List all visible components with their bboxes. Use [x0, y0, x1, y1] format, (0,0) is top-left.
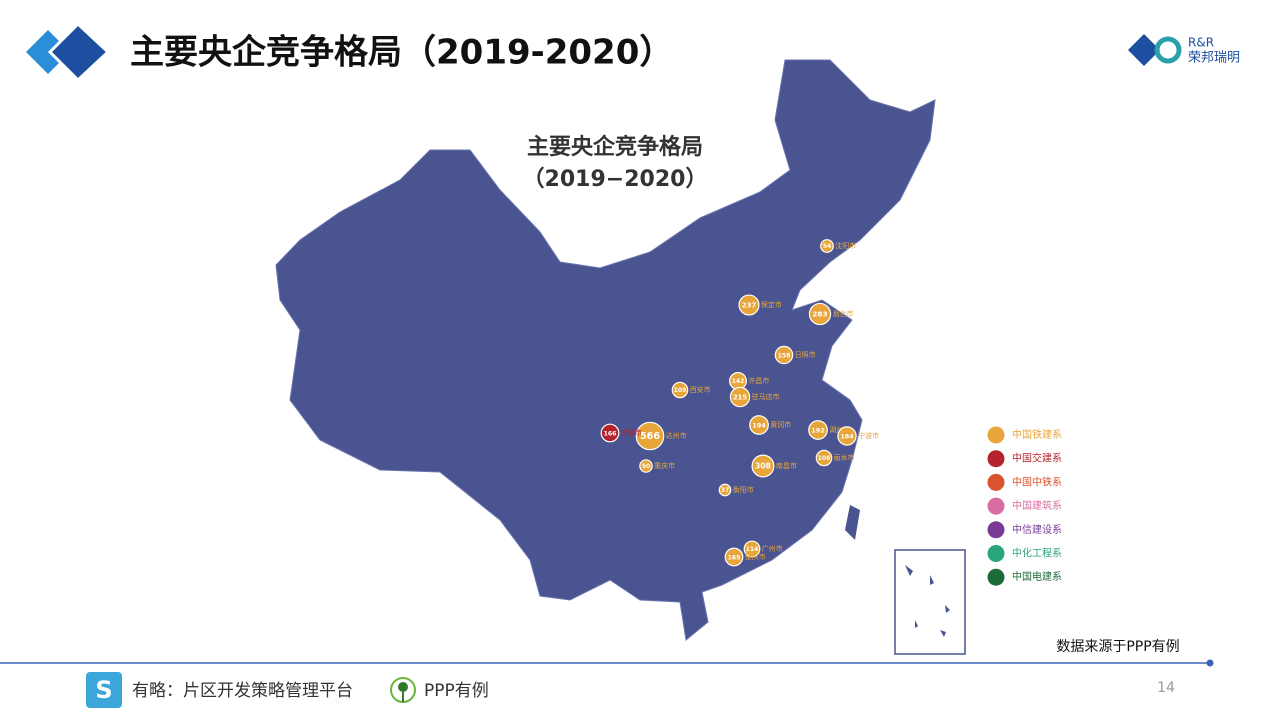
marker-label: 湖州市 — [829, 425, 850, 434]
legend-swatch — [987, 473, 1005, 491]
legend-swatch — [987, 521, 1005, 539]
marker-label: 日照市 — [795, 350, 816, 359]
marker-value: 114 — [746, 546, 759, 553]
marker-label: 烟台市 — [833, 309, 854, 318]
marker — [837, 426, 857, 446]
marker-label: 西安市 — [690, 385, 711, 394]
marker — [751, 454, 775, 478]
legend-label: 中信建设系 — [1012, 523, 1062, 536]
logo-icon — [1128, 34, 1182, 66]
map-taiwan — [845, 505, 860, 540]
marker — [738, 294, 760, 316]
marker-label: 保定市 — [761, 300, 782, 309]
brand-icon — [390, 677, 416, 703]
slide-title: 主要央企竞争格局（2019-2020） — [130, 33, 673, 73]
marker — [635, 421, 665, 451]
legend-label: 中国电建系 — [1012, 570, 1062, 583]
logo-name: 荣邦瑞明 — [1188, 51, 1240, 66]
marker — [729, 386, 751, 408]
logo-mark: R&R — [1188, 36, 1214, 50]
marker-label: 达州市 — [666, 431, 687, 440]
platform-icon — [86, 672, 122, 708]
legend-swatch — [987, 545, 1005, 562]
map-subtitle: （2019−2020） — [523, 167, 708, 192]
legend-label: 中国建筑系 — [1012, 499, 1062, 512]
legend-swatch — [987, 450, 1005, 468]
marker-label: 许昌市 — [748, 376, 769, 385]
marker — [808, 302, 832, 326]
map-china — [275, 59, 936, 641]
marker-label: 丽水市 — [834, 453, 855, 462]
marker-value: 166 — [604, 431, 617, 438]
marker — [671, 381, 689, 399]
marker-label: 黄冈市 — [770, 420, 791, 429]
marker-value: 283 — [812, 310, 827, 319]
legend-label: 中国交建系 — [1012, 452, 1062, 465]
header-icon — [26, 21, 111, 83]
map-inset-islands — [905, 565, 950, 637]
marker — [718, 483, 732, 497]
marker — [808, 420, 828, 440]
marker — [639, 459, 653, 473]
marker — [600, 423, 620, 443]
footer-brand: PPP有例 — [424, 681, 489, 701]
page-number: 14 — [1157, 680, 1175, 696]
marker-label: 成都市 — [621, 428, 642, 437]
marker-value: 192 — [811, 427, 824, 435]
marker-label: 肇庆市 — [745, 552, 766, 561]
source-note: 数据来源于PPP有例 — [1056, 639, 1179, 655]
footer-platform: 有略：片区开发策略管理平台 — [132, 681, 353, 701]
marker — [774, 345, 794, 365]
marker-value: 108 — [818, 455, 831, 462]
marker-value: 237 — [742, 302, 757, 310]
marker — [743, 540, 761, 558]
marker-value: 215 — [733, 394, 747, 402]
marker-label: 广州市 — [762, 544, 783, 553]
marker-value: 165 — [728, 555, 741, 562]
legend-label: 中化工程系 — [1012, 547, 1062, 560]
marker — [724, 547, 744, 567]
marker — [815, 449, 833, 467]
marker-value: 158 — [778, 353, 791, 360]
marker-label: 衡阳市 — [733, 485, 754, 494]
marker-value: 50 — [642, 463, 650, 470]
marker-value: 109 — [674, 387, 687, 394]
map-markers: 54 沈阳市 237 保定市 283 烟台市 158 日照市 142 许昌市 215 驻马店市 109 西… — [600, 239, 879, 567]
footer-rule-dot — [1206, 659, 1214, 667]
legend-swatch — [987, 568, 1005, 586]
legend-swatch — [987, 426, 1005, 444]
map-title: 主要央企竞争格局 — [527, 134, 703, 160]
marker-value: 194 — [752, 422, 766, 430]
marker-value: 308 — [755, 462, 771, 471]
marker-label: 重庆市 — [654, 461, 675, 470]
legend-label: 中国中铁系 — [1012, 475, 1062, 488]
marker-value: 142 — [732, 378, 745, 385]
marker-label: 沈阳市 — [835, 241, 856, 250]
marker-value: 184 — [840, 433, 854, 441]
marker-value: 54 — [823, 243, 831, 250]
marker-label: 驻马店市 — [752, 392, 780, 401]
legend-swatch — [987, 497, 1005, 515]
marker-value: 37 — [721, 487, 729, 494]
marker — [749, 415, 769, 435]
marker-label: 宁波市 — [858, 431, 879, 440]
marker — [820, 239, 834, 253]
platform-icon-glyph: S — [95, 676, 112, 704]
marker-value: 566 — [640, 431, 660, 442]
marker-label: 南昌市 — [776, 461, 797, 470]
legend-label: 中国铁建系 — [1012, 428, 1062, 441]
